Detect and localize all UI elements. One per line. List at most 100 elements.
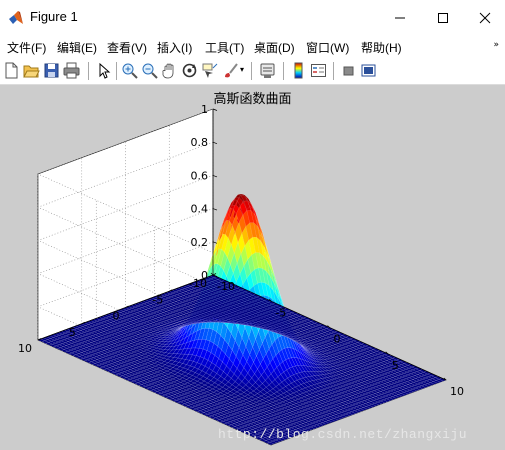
surface-facet bbox=[287, 434, 295, 438]
surface-facet bbox=[371, 403, 380, 407]
rotate-icon[interactable] bbox=[181, 62, 198, 79]
y-tick-mark bbox=[212, 273, 217, 276]
surface-facet bbox=[392, 395, 400, 399]
menu-tools[interactable]: 工具(T) bbox=[205, 41, 245, 55]
new-figure-icon[interactable] bbox=[3, 62, 20, 79]
open-file-icon[interactable] bbox=[23, 62, 40, 79]
close-button[interactable] bbox=[462, 0, 505, 36]
z-grid-line bbox=[37, 108, 272, 280]
link-icon[interactable] bbox=[259, 62, 276, 79]
watermark-text: http://blog.csdn.net/zhangxiju bbox=[218, 427, 468, 442]
surface-facet bbox=[363, 406, 371, 410]
menu-view[interactable]: 查看(V) bbox=[107, 41, 147, 55]
surface-facet bbox=[319, 422, 327, 426]
surface-facet bbox=[231, 426, 240, 430]
pan-icon[interactable] bbox=[161, 62, 178, 79]
y-tick-label: 5 bbox=[69, 326, 76, 339]
z-tick-label: 1 bbox=[201, 103, 208, 116]
gaussian-surface bbox=[37, 193, 447, 446]
minimize-icon bbox=[395, 17, 405, 19]
surface-facet bbox=[424, 383, 432, 387]
y-tick-mark bbox=[81, 321, 85, 325]
surface-facet bbox=[310, 425, 319, 429]
y-tick-mark bbox=[169, 289, 173, 292]
surface-facet bbox=[275, 438, 284, 442]
z-tick-label: 0.8 bbox=[191, 136, 209, 149]
zoom-out-icon[interactable] bbox=[141, 62, 158, 79]
surface-facet bbox=[112, 365, 120, 369]
menu-bar: 文件(F) 编辑(E) 查看(V) 插入(I) 工具(T) 桌面(D) 窗口(W… bbox=[0, 36, 505, 58]
surface-facet bbox=[345, 412, 354, 416]
surface-facet bbox=[389, 396, 397, 400]
x-tick-label: 5 bbox=[392, 359, 399, 372]
surface-facet bbox=[228, 333, 236, 351]
z-tick-label: 0.6 bbox=[191, 169, 209, 182]
z-tick-mark bbox=[212, 108, 218, 111]
surface-plot[interactable]: 0 0.2 0.4 0.6 0.8 1 -10 -5 0 5 10 -10 -5 0 5 10 bbox=[0, 85, 505, 450]
surface-facet bbox=[328, 419, 336, 423]
figure-canvas[interactable]: 高斯函数曲面 0 0.2 0.4 0.6 0.8 1 -10 -5 0 5 10 -10 -5 0 5 10 … bbox=[0, 85, 505, 450]
menu-file[interactable]: 文件(F) bbox=[7, 41, 47, 55]
hide-plot-tools-icon[interactable] bbox=[340, 62, 357, 79]
surface-facet bbox=[415, 386, 424, 390]
toolbar-separator bbox=[251, 62, 252, 80]
toolbar-separator bbox=[116, 62, 117, 80]
zoom-in-icon[interactable] bbox=[121, 62, 138, 79]
menu-desktop[interactable]: 桌面(D) bbox=[254, 41, 295, 55]
legend-icon[interactable] bbox=[310, 62, 327, 79]
menu-help[interactable]: 帮助(H) bbox=[361, 41, 402, 55]
surface-facet bbox=[354, 409, 362, 413]
surface-facet bbox=[336, 416, 345, 420]
surface-facet bbox=[284, 435, 292, 439]
x-grid-line bbox=[95, 200, 272, 367]
surface-facet bbox=[380, 399, 389, 403]
z-tick-mark bbox=[212, 141, 218, 145]
colorbar-icon[interactable] bbox=[290, 62, 307, 79]
x-tick-mark bbox=[327, 325, 330, 328]
save-icon[interactable] bbox=[43, 62, 60, 79]
surface-facet bbox=[319, 393, 327, 397]
brush-dropdown-icon[interactable]: ▾ bbox=[240, 65, 245, 74]
maximize-icon bbox=[438, 13, 448, 23]
z-tick-label: 0.2 bbox=[191, 236, 209, 249]
pointer-icon[interactable] bbox=[95, 62, 112, 79]
surface-facet bbox=[266, 442, 275, 446]
menu-window[interactable]: 窗口(W) bbox=[306, 41, 350, 55]
maximize-button[interactable] bbox=[420, 0, 466, 36]
x-tick-label: 0 bbox=[334, 333, 341, 346]
window-title: Figure 1 bbox=[30, 9, 78, 24]
x-tick-label: -10 bbox=[217, 280, 235, 293]
brush-icon[interactable] bbox=[222, 62, 239, 79]
surface-facet bbox=[293, 432, 301, 436]
minimize-button[interactable] bbox=[377, 0, 423, 36]
x-tick-mark bbox=[385, 351, 388, 354]
y-tick-label: -5 bbox=[152, 293, 163, 306]
surface-facet bbox=[398, 393, 406, 397]
z-tick-mark bbox=[212, 208, 218, 211]
z-grid-line bbox=[37, 141, 272, 313]
z-tick-label: 0 bbox=[201, 269, 208, 282]
z-tick-mark bbox=[212, 175, 218, 178]
surface-facet bbox=[301, 429, 310, 433]
z-tick-mark bbox=[212, 241, 218, 244]
y-tick-mark bbox=[125, 305, 129, 308]
y-tick-label: 10 bbox=[18, 342, 32, 355]
matlab-icon bbox=[9, 11, 23, 24]
data-cursor-icon[interactable] bbox=[201, 62, 218, 79]
y-tick-mark bbox=[37, 338, 42, 341]
x-tick-label: 10 bbox=[450, 385, 464, 398]
surface-facet bbox=[210, 377, 218, 383]
menu-insert[interactable]: 插入(I) bbox=[157, 41, 193, 55]
title-bar: Figure 1 bbox=[0, 0, 505, 36]
surface-facet bbox=[166, 369, 175, 373]
x-tick-label: -5 bbox=[275, 306, 286, 319]
show-plot-tools-icon[interactable] bbox=[360, 62, 377, 79]
menu-overflow-icon[interactable]: » bbox=[493, 40, 499, 50]
x-tick-mark bbox=[443, 377, 447, 381]
toolbar-separator bbox=[333, 62, 334, 80]
surface-facet bbox=[433, 380, 441, 384]
z-tick-label: 0.4 bbox=[191, 203, 209, 216]
print-icon[interactable] bbox=[63, 62, 80, 79]
surface-facet bbox=[427, 382, 435, 386]
menu-edit[interactable]: 编辑(E) bbox=[57, 41, 97, 55]
